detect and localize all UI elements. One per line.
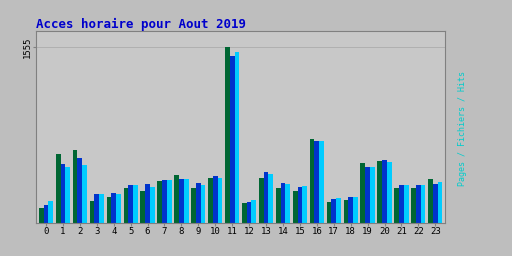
Bar — [44, 205, 48, 223]
Bar — [48, 201, 53, 223]
Bar — [39, 208, 44, 223]
Bar — [128, 185, 133, 223]
Bar — [360, 163, 365, 223]
Bar — [99, 194, 104, 223]
Bar — [251, 200, 256, 223]
Bar — [234, 52, 239, 223]
Bar — [264, 172, 268, 223]
Bar — [421, 185, 425, 223]
Bar — [123, 188, 128, 223]
Bar — [106, 197, 111, 223]
Text: Acces horaire pour Aout 2019: Acces horaire pour Aout 2019 — [36, 18, 246, 31]
Bar — [116, 195, 121, 223]
Bar — [399, 185, 404, 223]
Bar — [174, 175, 179, 223]
Bar — [297, 187, 302, 223]
Bar — [157, 181, 162, 223]
Bar — [438, 182, 442, 223]
Bar — [433, 184, 438, 223]
Bar — [336, 198, 341, 223]
Bar — [179, 179, 184, 223]
Bar — [370, 167, 375, 223]
Bar — [314, 141, 319, 223]
Bar — [145, 184, 150, 223]
Bar — [111, 193, 116, 223]
Bar — [56, 154, 60, 223]
Bar — [331, 199, 336, 223]
Bar — [268, 174, 273, 223]
Bar — [416, 185, 421, 223]
Bar — [319, 141, 324, 223]
Bar — [191, 188, 196, 223]
Bar — [201, 185, 205, 223]
Bar — [365, 167, 370, 223]
Bar — [162, 180, 167, 223]
Bar — [293, 190, 297, 223]
Bar — [276, 188, 281, 223]
Text: Pages / Fichiers / Hits: Pages / Fichiers / Hits — [458, 70, 467, 186]
Bar — [377, 161, 382, 223]
Bar — [382, 160, 387, 223]
Bar — [208, 178, 213, 223]
Bar — [167, 180, 172, 223]
Bar — [387, 162, 392, 223]
Bar — [353, 197, 358, 223]
Bar — [259, 178, 264, 223]
Bar — [281, 183, 285, 223]
Bar — [77, 158, 82, 223]
Bar — [60, 164, 66, 223]
Bar — [310, 139, 314, 223]
Bar — [150, 187, 155, 223]
Bar — [302, 186, 307, 223]
Bar — [133, 185, 138, 223]
Bar — [404, 185, 409, 223]
Bar — [73, 151, 77, 223]
Bar — [247, 202, 251, 223]
Bar — [82, 165, 87, 223]
Bar — [66, 167, 70, 223]
Bar — [242, 203, 247, 223]
Bar — [94, 194, 99, 223]
Bar — [225, 47, 230, 223]
Bar — [428, 179, 433, 223]
Bar — [411, 188, 416, 223]
Bar — [213, 176, 218, 223]
Bar — [285, 184, 290, 223]
Bar — [218, 178, 222, 223]
Bar — [196, 183, 201, 223]
Bar — [348, 197, 353, 223]
Bar — [344, 200, 348, 223]
Bar — [184, 179, 188, 223]
Bar — [90, 201, 94, 223]
Bar — [394, 188, 399, 223]
Bar — [140, 190, 145, 223]
Bar — [230, 56, 234, 223]
Bar — [327, 202, 331, 223]
